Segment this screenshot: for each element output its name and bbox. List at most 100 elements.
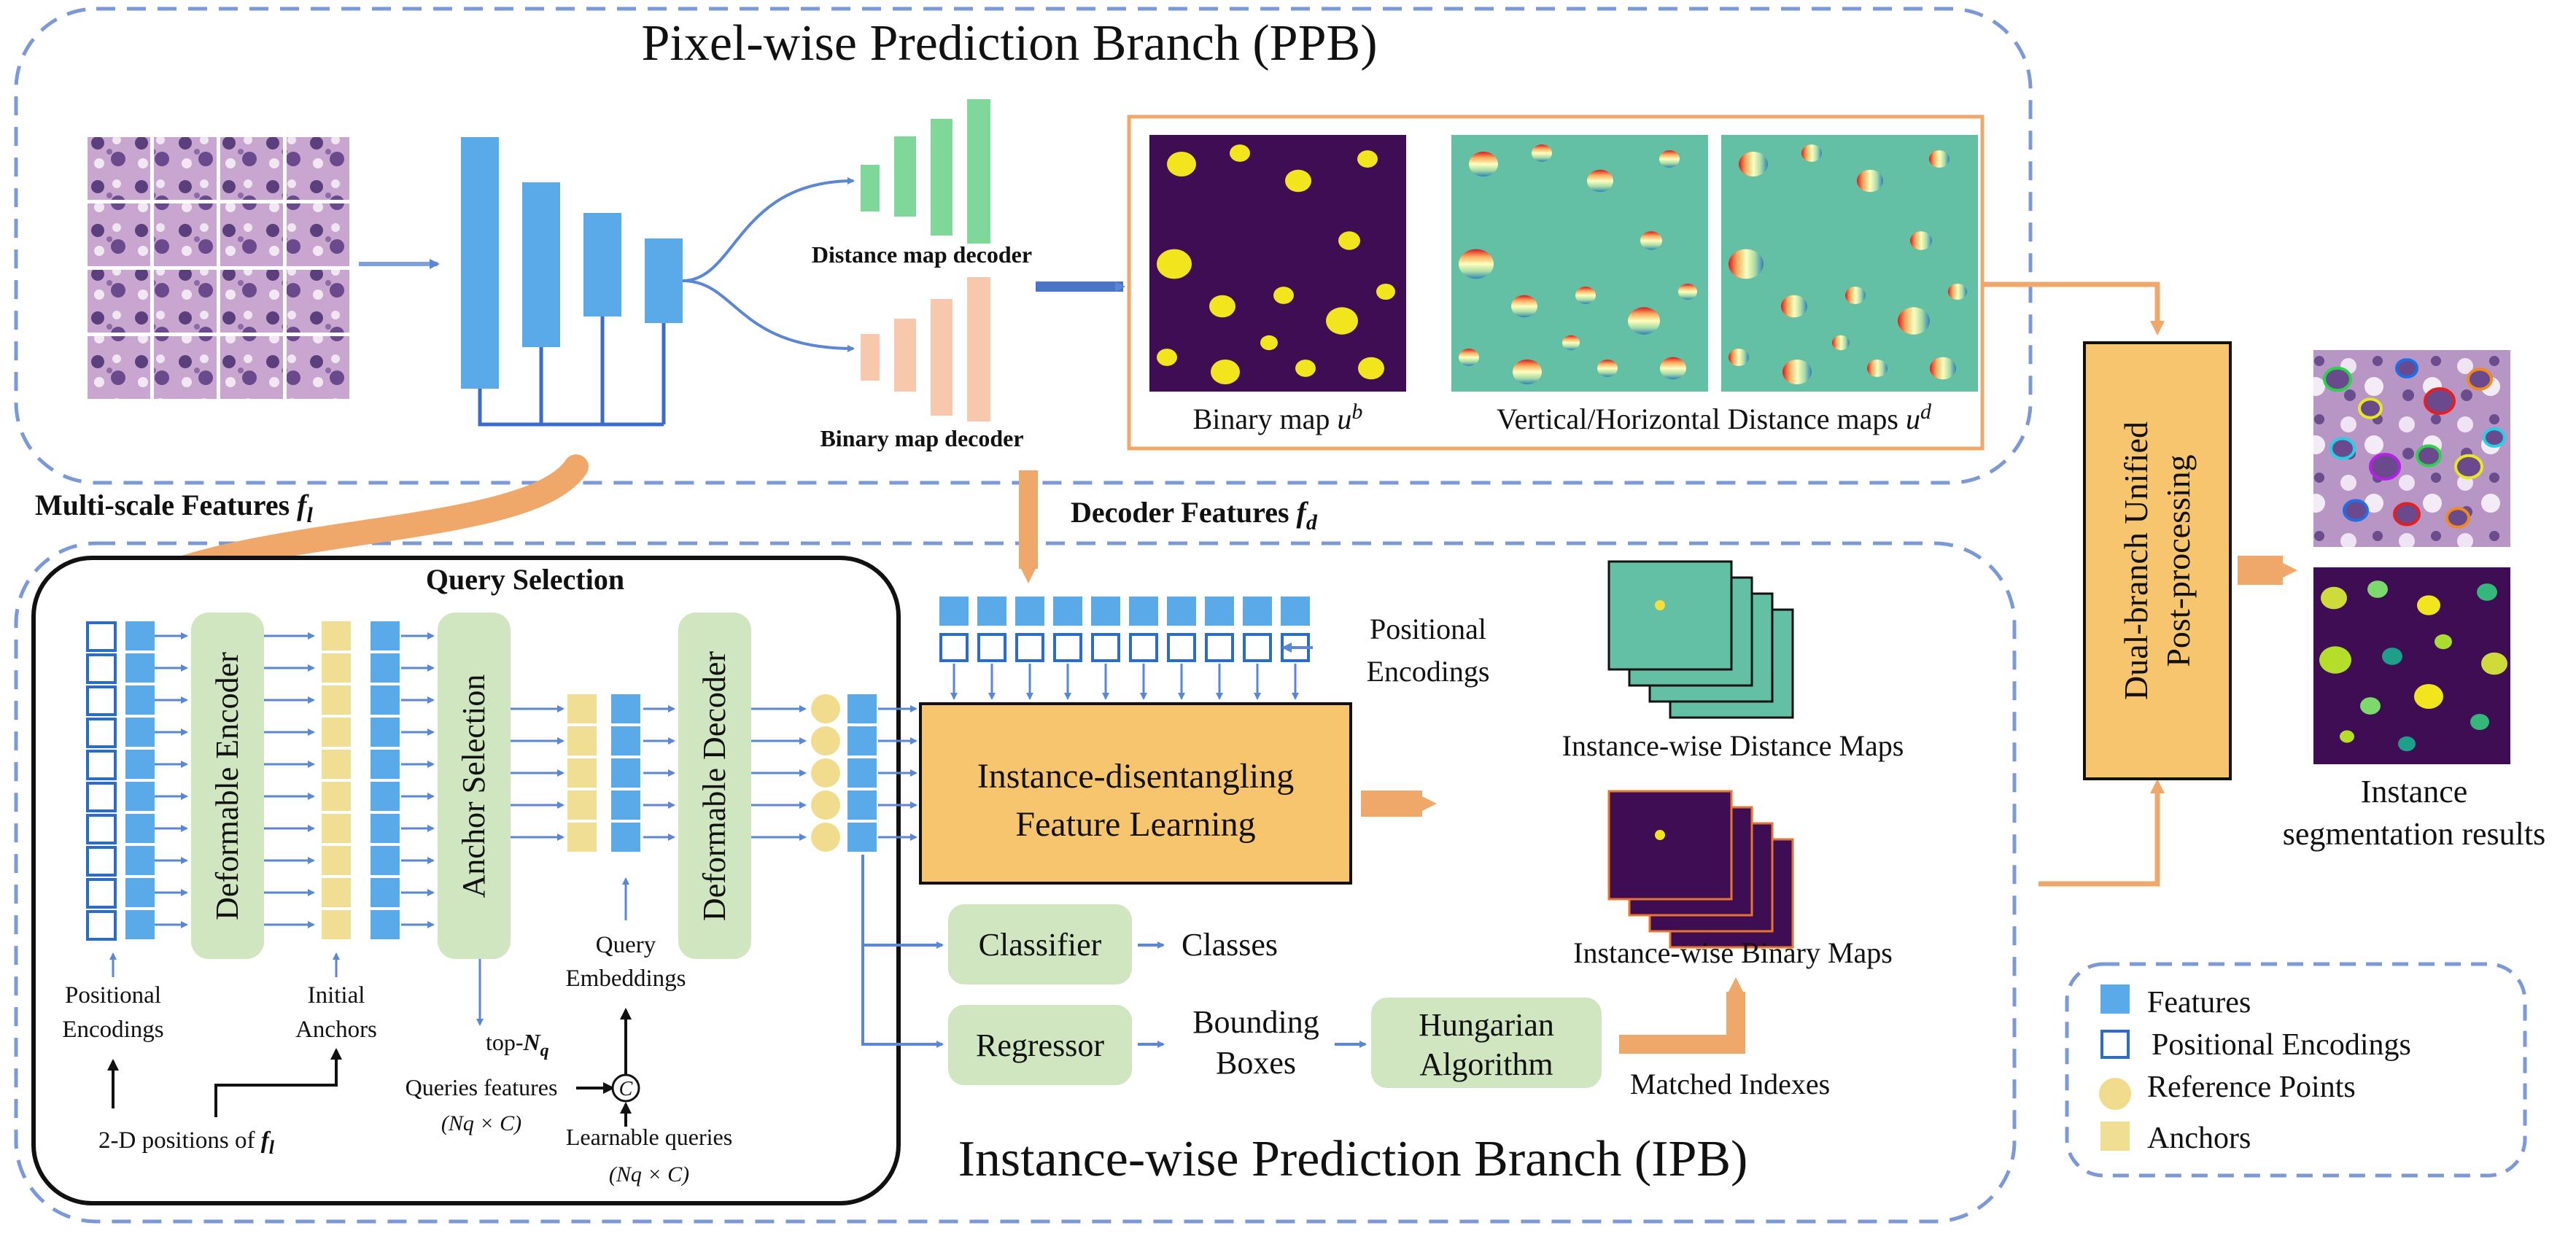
input-tile <box>287 336 349 399</box>
encoder-bar-3 <box>583 213 621 316</box>
vertical-gradient-blob <box>1459 349 1479 366</box>
feature-token <box>125 814 155 843</box>
segmented-nucleus-contour <box>2323 366 2352 392</box>
feature-token <box>611 758 640 788</box>
positional-encoding-token <box>86 910 117 941</box>
reference-point <box>811 790 840 820</box>
feature-token <box>847 758 877 788</box>
instance-binary-maps-stack <box>1607 790 1794 949</box>
input-tile <box>220 137 283 200</box>
selected-query-columns <box>511 694 675 852</box>
feature-token <box>125 910 155 939</box>
anchor-selection-box <box>438 613 511 959</box>
feature-token <box>1129 597 1158 626</box>
segmented-nucleus-contour <box>2358 397 2383 419</box>
encoder-output-columns <box>264 621 435 939</box>
instance-blob <box>2360 697 2381 715</box>
nucleus-blob <box>1209 295 1235 318</box>
feature-token <box>371 910 400 939</box>
bounding-boxes-label-1: Bounding <box>1192 1004 1319 1040</box>
positional-encoding-token <box>1053 633 1082 662</box>
anchor-token <box>322 718 351 747</box>
features-to-regressor-arrow <box>861 945 944 1048</box>
vertical-gradient-blob <box>1459 249 1494 279</box>
horizontal-gradient-blob <box>1729 249 1764 279</box>
horizontal-gradient-blob <box>1729 349 1749 366</box>
vertical-gradient-blob <box>1587 169 1613 193</box>
legend-ref-points-label: Reference Points <box>2147 1071 2356 1104</box>
vertical-gradient-blob <box>1575 287 1596 304</box>
feature-token <box>125 846 155 875</box>
feature-token <box>125 878 155 907</box>
deformable-decoder-label: Deformable Decoder <box>697 651 732 921</box>
feature-token <box>371 846 400 875</box>
maps-to-postprocessing-arrow <box>1982 281 2165 335</box>
hungarian-label-1: Hungarian <box>1419 1007 1554 1043</box>
feature-token <box>371 621 400 650</box>
feature-token <box>125 685 155 715</box>
ipb-to-postprocessing-arrow <box>2038 779 2165 887</box>
horizontal-gradient-blob <box>1801 144 1822 162</box>
positions-to-anchors-arrow <box>214 1048 342 1117</box>
nucleus-blob <box>1157 349 1177 366</box>
concat-node <box>611 1073 640 1103</box>
instance-blob <box>2382 648 2402 665</box>
positional-encoding-token <box>977 633 1006 662</box>
regressor-box <box>948 1005 1132 1085</box>
anchor-selection-label: Anchor Selection <box>456 675 492 898</box>
feature-token <box>1015 597 1044 626</box>
anchor-token <box>322 878 351 907</box>
legend-pos-enc-label: Positional Encodings <box>2152 1028 2411 1062</box>
result-instance-blobs <box>2319 580 2507 752</box>
input-tile <box>287 137 349 200</box>
legend-features-label: Features <box>2147 986 2251 1019</box>
feature-token <box>611 726 640 755</box>
classes-label: Classes <box>1182 927 1278 963</box>
input-tile <box>287 203 349 266</box>
positional-encoding-token <box>1091 633 1120 662</box>
instance-nucleus <box>1655 830 1665 840</box>
segmented-nucleus-contour <box>2467 368 2493 391</box>
segmented-nucleus-contour <box>2454 454 2483 480</box>
feature-token <box>1205 597 1234 626</box>
vertical-gradient-blob <box>1511 295 1537 318</box>
result-overlay-contours <box>2323 358 2506 529</box>
positions-2d-label: 2-D positions of fl <box>98 1127 275 1158</box>
hungarian-to-binary-maps-arrow <box>1619 977 1745 1054</box>
idfl-box <box>919 702 1352 885</box>
segmented-nucleus-contour <box>2369 453 2401 481</box>
positional-encoding-token <box>1205 633 1234 662</box>
input-tile <box>88 137 150 200</box>
positional-encoding-token <box>86 878 117 909</box>
instance-blob <box>2319 646 2351 674</box>
feature-token <box>125 621 155 650</box>
distance-maps-label: Vertical/Horizontal Distance maps ud <box>1497 400 1932 435</box>
feature-token <box>611 823 640 852</box>
postprocessing-label-1: Dual-branch Unified <box>2117 422 2154 700</box>
binary-decoder-label: Binary map decoder <box>820 425 1023 451</box>
feature-token <box>1243 597 1272 626</box>
input-tile <box>88 203 150 266</box>
binary-map-image <box>1149 135 1406 392</box>
positional-encoding-token <box>86 846 117 877</box>
matched-indexes-label: Matched Indexes <box>1630 1068 1830 1100</box>
instance-blob <box>2417 595 2440 615</box>
nucleus-blob <box>1260 335 1278 351</box>
segmented-nucleus-contour <box>2343 499 2369 522</box>
encoder-bar-4 <box>645 238 683 323</box>
nucleus-blob <box>1326 307 1358 335</box>
legend-anchors-swatch <box>2100 1122 2130 1151</box>
fork-to-binary-decoder <box>682 279 855 352</box>
nucleus-blob <box>1273 287 1294 304</box>
postprocessing-label-2: Post-processing <box>2160 454 2197 667</box>
horizontal-gradient-blob <box>1832 335 1850 351</box>
feature-token <box>125 750 155 779</box>
positional-encoding-token <box>86 621 117 652</box>
horizontal-gradient-blob <box>1781 295 1807 318</box>
qs-pos-enc-label-1: Positional <box>65 982 161 1009</box>
positional-encoding-token <box>939 633 969 662</box>
anchor-token <box>322 621 351 650</box>
feature-token <box>125 782 155 811</box>
query-embeddings-label-2: Embeddings <box>566 966 686 992</box>
positional-encoding-token <box>1243 633 1272 662</box>
